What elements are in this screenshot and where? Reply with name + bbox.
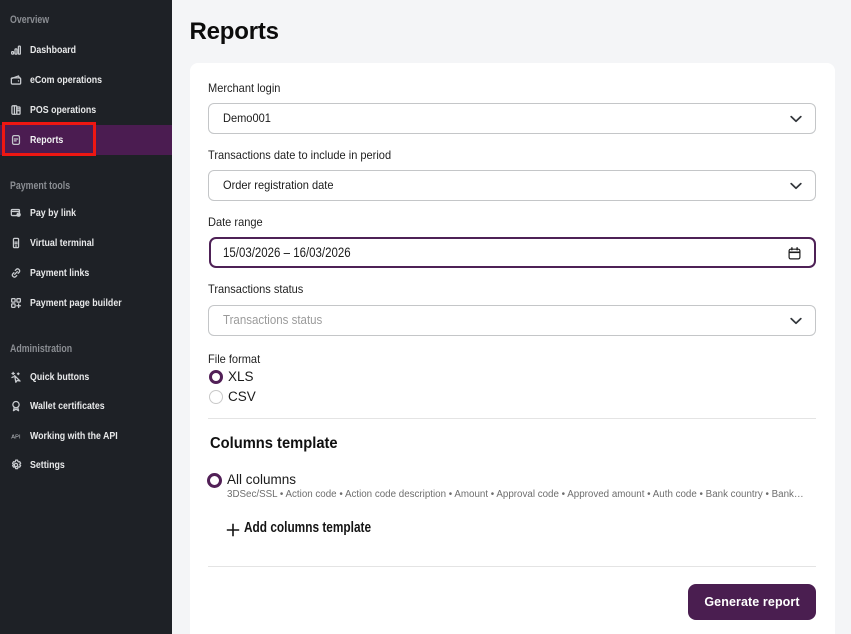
svg-text:API: API [11, 434, 21, 440]
